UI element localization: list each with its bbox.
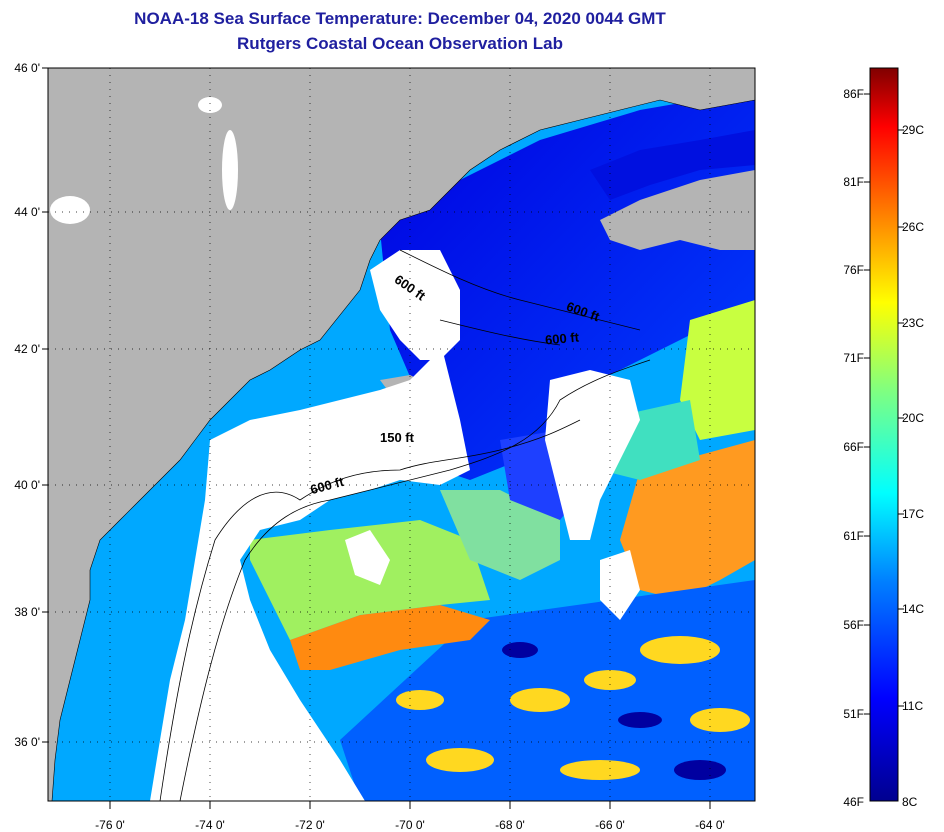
lat-label-44: 44 0' [14,205,40,219]
colorbar-label-81f: 81F [843,175,864,189]
colorbar-label-20c: 20C [902,411,925,425]
contour-label-150ft: 150 ft [380,430,414,445]
colorbar [869,67,899,802]
axis-ticks [42,67,711,809]
colorbar-label-66f: 66F [843,440,864,454]
colorbar-label-29c: 29C [902,123,925,137]
lat-label-42: 42 0' [14,342,40,356]
colorbar-label-26c: 26C [902,220,925,234]
cloud-patch [600,550,640,620]
lon-label-64: -64 0' [695,818,725,832]
colorbar-label-46f: 46F [843,795,864,809]
warm-eddy-east [620,440,755,600]
lon-label-66: -66 0' [595,818,625,832]
inland-lakes [50,97,238,224]
colorbar-label-86f: 86F [843,87,864,101]
gulf-of-maine-cold-water [380,90,755,480]
cloud-cover-gulf-of-maine [370,250,460,360]
lat-label-40: 40 0' [14,478,40,492]
lon-label-72: -72 0' [295,818,325,832]
colorbar-label-11c: 11C [902,699,924,713]
nova-scotia-land [600,170,755,250]
colorbar-ticks [864,93,904,715]
lat-label-36: 36 0' [14,735,40,749]
lon-label-76: -76 0' [95,818,125,832]
colorbar-label-23c: 23C [902,316,925,330]
cloud-cover-shelf [150,340,470,801]
warm-water-east [680,300,755,440]
lat-label-38: 38 0' [14,605,40,619]
colorbar-label-51f: 51F [843,707,864,721]
colorbar-label-61f: 61F [843,529,864,543]
north-america-land [48,68,755,801]
colorbar-label-71f: 71F [843,351,864,365]
colorbar-label-56f: 56F [843,618,864,632]
bathymetry-contours [159,249,651,801]
cold-speckle-patches [502,642,726,780]
lat-label-46: 46 0' [14,61,40,75]
contour-label-600ft-gom-south: 600 ft [544,329,580,348]
cloud-cover-georges-bank [545,370,640,540]
gulf-stream-warm-band [290,605,490,670]
colorbar-label-8c: 8C [902,795,918,809]
lon-label-74: -74 0' [195,818,225,832]
map-subtitle: Rutgers Coastal Ocean Observation Lab [237,34,563,53]
colorbar-label-14c: 14C [902,602,925,616]
lon-label-68: -68 0' [495,818,525,832]
map-title: NOAA-18 Sea Surface Temperature: Decembe… [134,9,666,28]
cloud-patch [345,530,390,585]
bay-of-fundy-water [590,130,755,200]
map-frame [47,67,756,802]
colorbar-label-17c: 17C [902,507,925,521]
slope-water-central [440,490,560,580]
map-area [48,68,755,801]
lon-label-70: -70 0' [395,818,425,832]
colorbar-label-76f: 76F [843,263,864,277]
cloud-broken-warm-patches [396,636,750,780]
